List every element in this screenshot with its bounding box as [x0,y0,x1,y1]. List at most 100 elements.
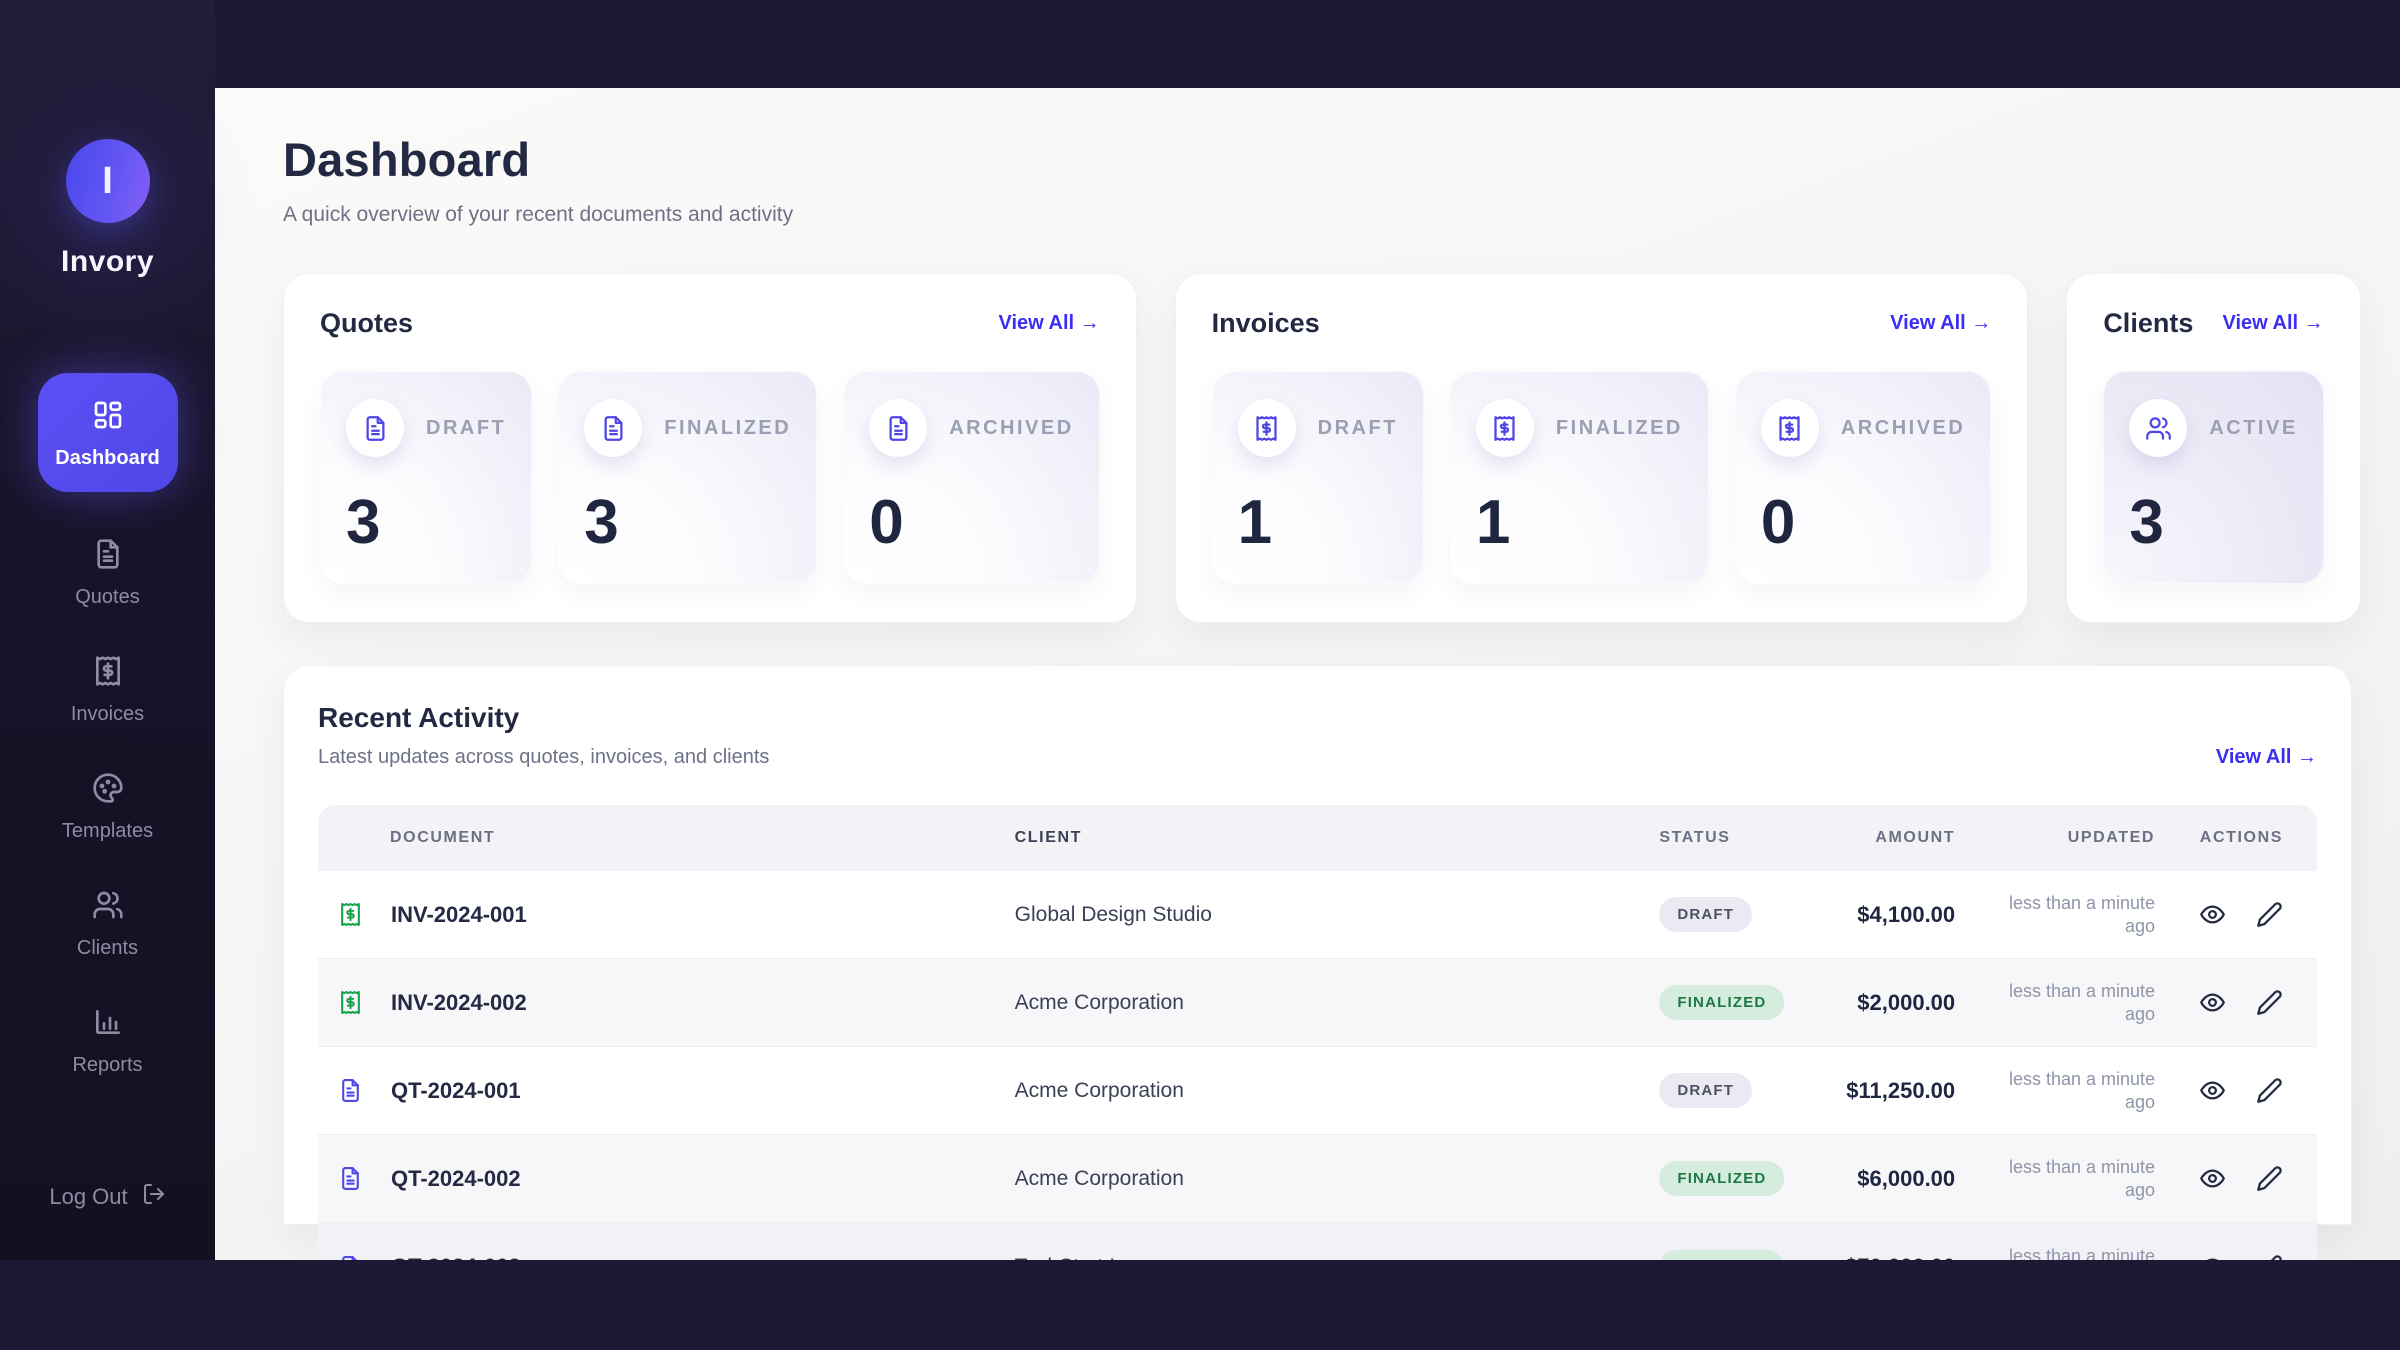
stat-value: 1 [1237,488,1273,557]
stat-tile-invoices-draft: DRAFT 1 [1211,371,1424,584]
receipt-icon [1475,399,1534,457]
edit-icon[interactable] [2256,901,2283,928]
status-badge: FINALIZED [1659,1161,1785,1196]
status-badge: FINALIZED [1659,985,1785,1020]
users-icon [92,889,124,926]
stat-tile-invoices-archived: ARCHIVED 0 [1734,371,1992,584]
activity-table: DOCUMENT CLIENT STATUS AMOUNT UPDATED AC… [318,805,2317,1311]
sidebar-item-label: Reports [72,1054,143,1076]
card-title: Quotes [320,308,414,338]
summary-cards-row: Quotes View All → DRAFT 3 [283,273,2361,623]
view-icon[interactable] [2199,901,2226,928]
receipt-icon [338,990,363,1015]
amount: $6,000.00 [1857,1165,1956,1191]
column-header-updated: UPDATED [2067,829,2156,846]
users-icon [2129,399,2188,457]
main-content: Dashboard A quick overview of your recen… [215,88,2400,1350]
column-header-client: CLIENT [1014,829,1083,846]
view-icon[interactable] [2199,1077,2226,1104]
sidebar-item-label: Dashboard [55,447,160,469]
status-badge: DRAFT [1659,897,1753,932]
receipt-icon [338,902,363,927]
document-id: QT-2024-001 [391,1077,521,1103]
file-text-icon [869,399,928,457]
app-logo: I [65,139,150,223]
sidebar-item-invoices[interactable]: Invoices [28,655,188,726]
updated-time: less than a minute ago [2008,1157,2156,1200]
file-text-icon [584,399,643,457]
logout-button[interactable]: Log Out [49,1182,165,1212]
card-title: Clients [2103,308,2194,338]
palette-icon [92,772,124,809]
view-icon[interactable] [2199,989,2226,1016]
sidebar-item-templates[interactable]: Templates [28,772,188,843]
invoices-summary-card: Invoices View All → DRAFT 1 [1174,273,2029,623]
page-subtitle: A quick overview of your recent document… [283,203,794,226]
stat-value: 0 [1760,488,1796,557]
sidebar-nav: Dashboard Quotes Invoices Templates Clie… [0,373,215,1077]
document-id: QT-2024-002 [391,1165,521,1191]
stat-label: DRAFT [426,416,507,439]
dashboard-grid-icon [92,399,124,436]
bottom-band [0,1260,2400,1350]
column-header-actions: ACTIONS [2199,829,2283,846]
logout-icon [142,1182,166,1212]
card-title: Invoices [1211,308,1320,338]
file-text-icon [92,538,124,575]
table-row[interactable]: QT-2024-002 Acme Corporation FINALIZED $… [318,1135,2317,1223]
edit-icon[interactable] [2256,1165,2283,1192]
stat-value: 3 [2129,488,2164,557]
file-text-icon [346,399,404,457]
sidebar-item-label: Quotes [75,586,140,608]
client-name: Acme Corporation [1014,1078,1184,1102]
receipt-icon [92,655,124,692]
sidebar-item-quotes[interactable]: Quotes [28,538,188,609]
client-name: Acme Corporation [1014,990,1184,1014]
quotes-summary-card: Quotes View All → DRAFT 3 [283,273,1137,623]
recent-activity-panel: Recent Activity Latest updates across qu… [283,665,2352,1311]
column-header-status: STATUS [1659,829,1731,846]
amount: $2,000.00 [1857,989,1956,1015]
stat-label: FINALIZED [1555,416,1683,439]
file-text-icon [338,1078,363,1103]
table-row[interactable]: INV-2024-001 Global Design Studio DRAFT … [318,871,2317,959]
table-row[interactable]: QT-2024-001 Acme Corporation DRAFT $11,2… [318,1047,2317,1135]
client-name: Global Design Studio [1014,902,1212,926]
quotes-view-all-link[interactable]: View All → [998,312,1100,334]
logo-letter: I [102,159,113,202]
stat-value: 1 [1475,488,1511,557]
table-row[interactable]: INV-2024-002 Acme Corporation FINALIZED … [318,959,2317,1047]
stat-tile-quotes-archived: ARCHIVED 0 [843,371,1100,584]
stat-label: ACTIVE [2209,416,2298,439]
stat-tile-quotes-finalized: FINALIZED 3 [558,371,818,584]
edit-icon[interactable] [2256,1077,2283,1104]
stat-label: DRAFT [1317,416,1398,439]
view-icon[interactable] [2199,1165,2226,1192]
amount: $4,100.00 [1857,901,1956,927]
stat-label: FINALIZED [664,416,792,439]
client-name: Acme Corporation [1014,1166,1184,1190]
updated-time: less than a minute ago [2008,981,2156,1024]
stat-value: 3 [584,488,619,557]
sidebar: I Invory Dashboard Quotes Invoices [0,0,260,1350]
brand: I Invory [61,139,154,279]
sidebar-item-clients[interactable]: Clients [28,889,188,960]
invoices-view-all-link[interactable]: View All → [1890,312,1992,334]
recent-activity-title: Recent Activity [318,702,520,733]
stat-value: 0 [869,488,904,557]
edit-icon[interactable] [2256,989,2283,1016]
clients-view-all-link[interactable]: View All → [2222,312,2324,334]
updated-time: less than a minute ago [2008,893,2156,936]
stat-label: ARCHIVED [1840,416,1966,439]
sidebar-item-label: Invoices [70,703,145,725]
stat-label: ARCHIVED [949,416,1074,439]
page-title: Dashboard [283,133,531,186]
sidebar-item-dashboard[interactable]: Dashboard [37,373,178,492]
document-id: INV-2024-001 [391,901,527,927]
app-name: Invory [60,245,155,278]
receipt-icon [1237,399,1296,457]
stat-tile-invoices-finalized: FINALIZED 1 [1449,371,1709,584]
activity-view-all-link[interactable]: View All → [2215,746,2317,768]
sidebar-item-reports[interactable]: Reports [28,1006,188,1077]
amount: $11,250.00 [1846,1077,1956,1103]
